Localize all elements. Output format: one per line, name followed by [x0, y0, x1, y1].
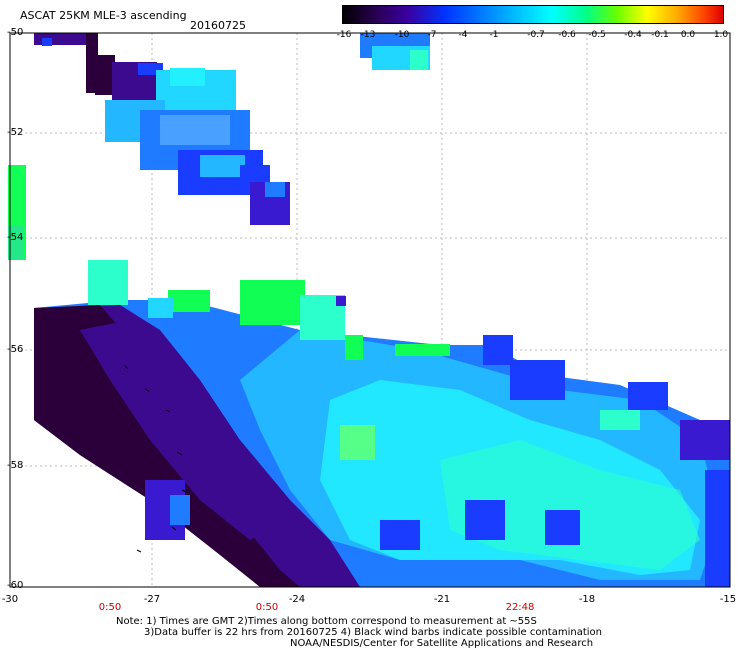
- time-label: 0:50: [98, 602, 122, 613]
- colorbar-tick: -0.7: [527, 30, 545, 40]
- swath-top-center: [360, 33, 430, 70]
- colorbar-tick: 0.0: [680, 30, 696, 40]
- note-line-1: Note: 1) Times are GMT 2)Times along bot…: [116, 616, 537, 627]
- colorbar-tick: -0.1: [651, 30, 669, 40]
- colorbar-tick: -0.4: [624, 30, 642, 40]
- note-line-2: 3)Data buffer is 22 hrs from 20160725 4)…: [144, 627, 602, 638]
- colorbar-tick: -4: [458, 30, 468, 40]
- map-date: 20160725: [190, 19, 246, 32]
- colorbar-tick: -7: [427, 30, 437, 40]
- y-axis-label: -58: [7, 460, 24, 471]
- x-axis-label: -18: [578, 594, 596, 605]
- plot-frame: [9, 32, 731, 588]
- y-axis-label: -54: [7, 232, 24, 243]
- swath-upper: [34, 33, 290, 225]
- y-axis-label: -50: [7, 27, 24, 38]
- x-axis-label: -21: [433, 594, 451, 605]
- time-label: 0:50: [255, 602, 279, 613]
- colorbar-tick: -1: [489, 30, 499, 40]
- map-title: ASCAT 25KM MLE-3 ascending: [20, 9, 187, 22]
- y-axis-label: -60: [7, 580, 24, 591]
- y-axis-label: -56: [7, 344, 24, 355]
- colorbar-tick: -10: [394, 30, 410, 40]
- time-label: 22:48: [505, 602, 535, 613]
- x-axis-label: -15: [719, 594, 737, 605]
- colorbar-tick: -0.5: [588, 30, 606, 40]
- swath-lower: [34, 260, 730, 587]
- colorbar: [342, 5, 724, 24]
- note-line-3: NOAA/NESDIS/Center for Satellite Applica…: [290, 638, 594, 649]
- colorbar-tick: 1.0: [713, 30, 729, 40]
- wind-barbs: [124, 365, 189, 553]
- colorbar-tick: -16: [336, 30, 352, 40]
- colorbar-tick: -0.6: [558, 30, 576, 40]
- x-axis-label: -24: [288, 594, 306, 605]
- x-axis-label: -30: [1, 594, 19, 605]
- colorbar-tick: -13: [360, 30, 376, 40]
- x-axis-label: -27: [143, 594, 161, 605]
- y-axis-label: -52: [7, 127, 24, 138]
